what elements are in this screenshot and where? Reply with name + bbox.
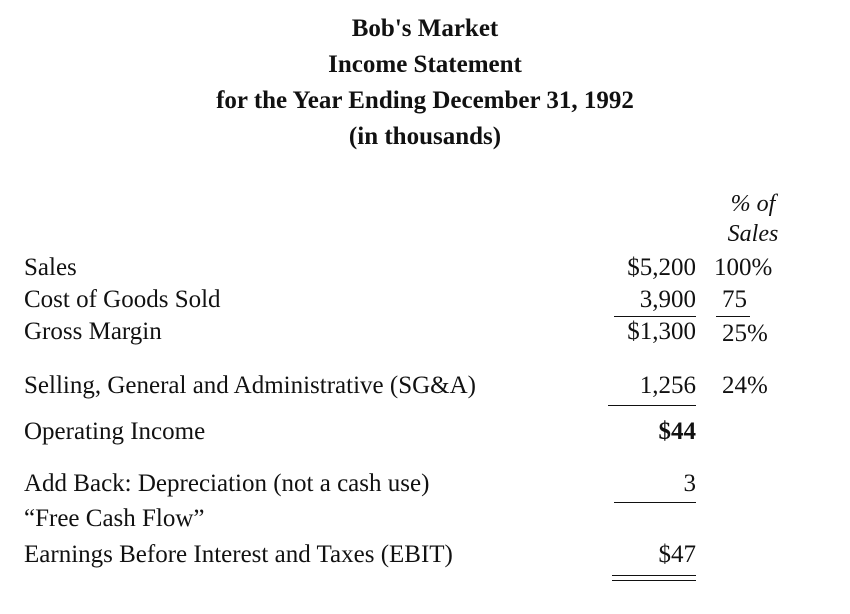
row-label-gross-margin: Gross Margin bbox=[24, 318, 162, 345]
row-label-sga: Selling, General and Administrative (SG&… bbox=[24, 372, 477, 399]
row-label-sales: Sales bbox=[24, 254, 77, 281]
row-pct-sales: 100% bbox=[714, 254, 773, 281]
pct-of-sales-header-line1: % of bbox=[730, 191, 776, 217]
row-label-operating-income: Operating Income bbox=[24, 418, 206, 445]
cogs-pct-underline bbox=[716, 316, 750, 317]
row-label-depreciation: Add Back: Depreciation (not a cash use) bbox=[24, 470, 430, 497]
row-pct-gross-margin: 25% bbox=[722, 320, 768, 347]
cogs-amount-underline bbox=[614, 316, 696, 317]
row-amount-operating-income: $44 bbox=[658, 418, 697, 445]
ebit-double-underline-top bbox=[612, 575, 696, 576]
statement-period: for the Year Ending December 31, 1992 bbox=[216, 87, 634, 114]
statement-units: (in thousands) bbox=[348, 123, 502, 150]
sga-amount-underline bbox=[608, 405, 696, 406]
row-pct-cogs: 75 bbox=[722, 286, 747, 313]
statement-title: Income Statement bbox=[328, 51, 522, 78]
row-pct-sga: 24% bbox=[722, 372, 768, 399]
row-amount-ebit: $47 bbox=[658, 541, 697, 568]
ebit-double-underline-bottom bbox=[612, 580, 696, 581]
row-label-cogs: Cost of Goods Sold bbox=[24, 286, 221, 313]
row-amount-sga: 1,256 bbox=[639, 372, 696, 399]
row-amount-gross-margin: $1,300 bbox=[627, 318, 696, 345]
row-label-ebit: Earnings Before Interest and Taxes (EBIT… bbox=[24, 541, 453, 568]
company-name: Bob's Market bbox=[351, 15, 499, 42]
row-amount-cogs: 3,900 bbox=[639, 286, 696, 313]
row-amount-depreciation: 3 bbox=[683, 470, 697, 497]
row-label-free-cash-flow: “Free Cash Flow” bbox=[24, 505, 205, 532]
row-amount-sales: $5,200 bbox=[627, 254, 696, 281]
pct-of-sales-header-line2: Sales bbox=[727, 221, 779, 247]
depreciation-amount-underline bbox=[614, 502, 696, 503]
